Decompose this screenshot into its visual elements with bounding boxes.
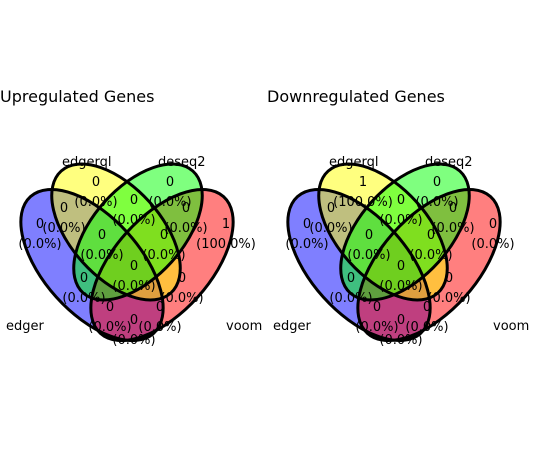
region-count-edgerql_only: 1 — [359, 175, 367, 190]
region-percent-edger_edgerql_deseq2: (0.0%) — [80, 248, 123, 263]
set-outline-deseq2 — [72, 162, 204, 302]
venn-panel-upregulated: Upregulated Genes edgerql deseq2 edger voom 0… — [0, 87, 262, 348]
set-label-voom: voom — [226, 319, 262, 334]
region-count-all_four: 0 — [397, 259, 405, 274]
region-count-edger_edgerql_deseq2: 0 — [365, 228, 373, 243]
region-count-edgerql_deseq2: 0 — [130, 193, 138, 208]
region-percent-edgerql_only: (100.0%) — [333, 195, 393, 210]
set-label-edgerql: edgerql — [329, 155, 378, 170]
region-count-edger_voom: 0 — [130, 313, 138, 328]
region-count-edger_edgerql: 0 — [327, 201, 335, 216]
region-count-voom_only: 1 — [222, 217, 230, 232]
region-percent-edgerql_deseq2_voom: (0.0%) — [142, 248, 185, 263]
region-count-deseq2_voom: 0 — [182, 201, 190, 216]
set-outline-edgerql — [50, 162, 182, 302]
region-count-edger_edgerql_voom: 0 — [373, 300, 381, 315]
region-percent-edger_deseq2: (0.0%) — [329, 291, 372, 306]
set-label-deseq2: deseq2 — [158, 155, 206, 170]
set-label-voom: voom — [493, 319, 529, 334]
region-count-deseq2_only: 0 — [166, 175, 174, 190]
region-count-deseq2_voom: 0 — [449, 201, 457, 216]
venn-title: Upregulated Genes — [0, 87, 154, 106]
region-count-edger_only: 0 — [303, 217, 311, 232]
region-percent-edgerql_voom: (0.0%) — [427, 291, 470, 306]
region-count-edger_only: 0 — [36, 217, 44, 232]
region-count-deseq2_only: 0 — [433, 175, 441, 190]
region-count-edgerql_deseq2_voom: 0 — [160, 228, 168, 243]
region-count-edgerql_voom: 0 — [445, 271, 453, 286]
region-percent-edgerql_deseq2_voom: (0.0%) — [409, 248, 452, 263]
region-percent-edger_edgerql_deseq2: (0.0%) — [347, 248, 390, 263]
set-label-edger: edger — [6, 319, 45, 334]
region-count-voom_only: 0 — [489, 217, 497, 232]
region-percent-edger_voom: (0.0%) — [112, 333, 155, 348]
region-percent-edger_edgerql: (0.0%) — [42, 221, 85, 236]
region-count-edger_deseq2: 0 — [80, 271, 88, 286]
set-label-edgerql: edgerql — [62, 155, 111, 170]
region-percent-edgerql_deseq2: (0.0%) — [379, 213, 422, 228]
region-count-edger_deseq2_voom: 0 — [156, 300, 164, 315]
region-count-edger_edgerql: 0 — [60, 201, 68, 216]
set-outline-voom — [89, 187, 235, 343]
region-percent-deseq2_voom: (0.0%) — [164, 221, 207, 236]
region-count-edgerql_deseq2_voom: 0 — [427, 228, 435, 243]
region-percent-edgerql_deseq2: (0.0%) — [112, 213, 155, 228]
region-percent-voom_only: (100.0%) — [196, 237, 256, 252]
region-percent-all_four: (0.0%) — [379, 279, 422, 294]
region-percent-edgerql_voom: (0.0%) — [160, 291, 203, 306]
set-outline-voom — [356, 187, 502, 343]
set-label-deseq2: deseq2 — [425, 155, 473, 170]
region-count-edger_deseq2_voom: 0 — [423, 300, 431, 315]
region-count-all_four: 0 — [130, 259, 138, 274]
region-percent-edgerql_only: (0.0%) — [74, 195, 117, 210]
region-percent-deseq2_only: (0.0%) — [415, 195, 458, 210]
venn-panel-downregulated: Downregulated Genes edgerql deseq2 edger voo… — [267, 87, 529, 348]
region-percent-edger_only: (0.0%) — [285, 237, 328, 252]
region-percent-deseq2_voom: (0.0%) — [431, 221, 474, 236]
region-count-edgerql_only: 0 — [92, 175, 100, 190]
region-percent-edger_deseq2_voom: (0.0%) — [405, 320, 448, 335]
region-percent-edger_deseq2: (0.0%) — [62, 291, 105, 306]
set-outline-edgerql — [317, 162, 449, 302]
region-percent-edger_edgerql_voom: (0.0%) — [88, 320, 131, 335]
set-label-edger: edger — [273, 319, 312, 334]
set-outline-deseq2 — [339, 162, 471, 302]
region-count-edger_voom: 0 — [397, 313, 405, 328]
region-count-edger_edgerql_voom: 0 — [106, 300, 114, 315]
region-percent-deseq2_only: (0.0%) — [148, 195, 191, 210]
region-percent-edger_edgerql_voom: (0.0%) — [355, 320, 398, 335]
venn-title: Downregulated Genes — [267, 87, 445, 106]
region-percent-edger_deseq2_voom: (0.0%) — [138, 320, 181, 335]
region-count-edger_edgerql_deseq2: 0 — [98, 228, 106, 243]
region-count-edger_deseq2: 0 — [347, 271, 355, 286]
region-percent-edger_voom: (0.0%) — [379, 333, 422, 348]
region-percent-edger_edgerql: (0.0%) — [309, 221, 352, 236]
region-percent-voom_only: (0.0%) — [471, 237, 514, 252]
region-count-edgerql_voom: 0 — [178, 271, 186, 286]
region-percent-all_four: (0.0%) — [112, 279, 155, 294]
region-count-edgerql_deseq2: 0 — [397, 193, 405, 208]
region-percent-edger_only: (0.0%) — [18, 237, 61, 252]
